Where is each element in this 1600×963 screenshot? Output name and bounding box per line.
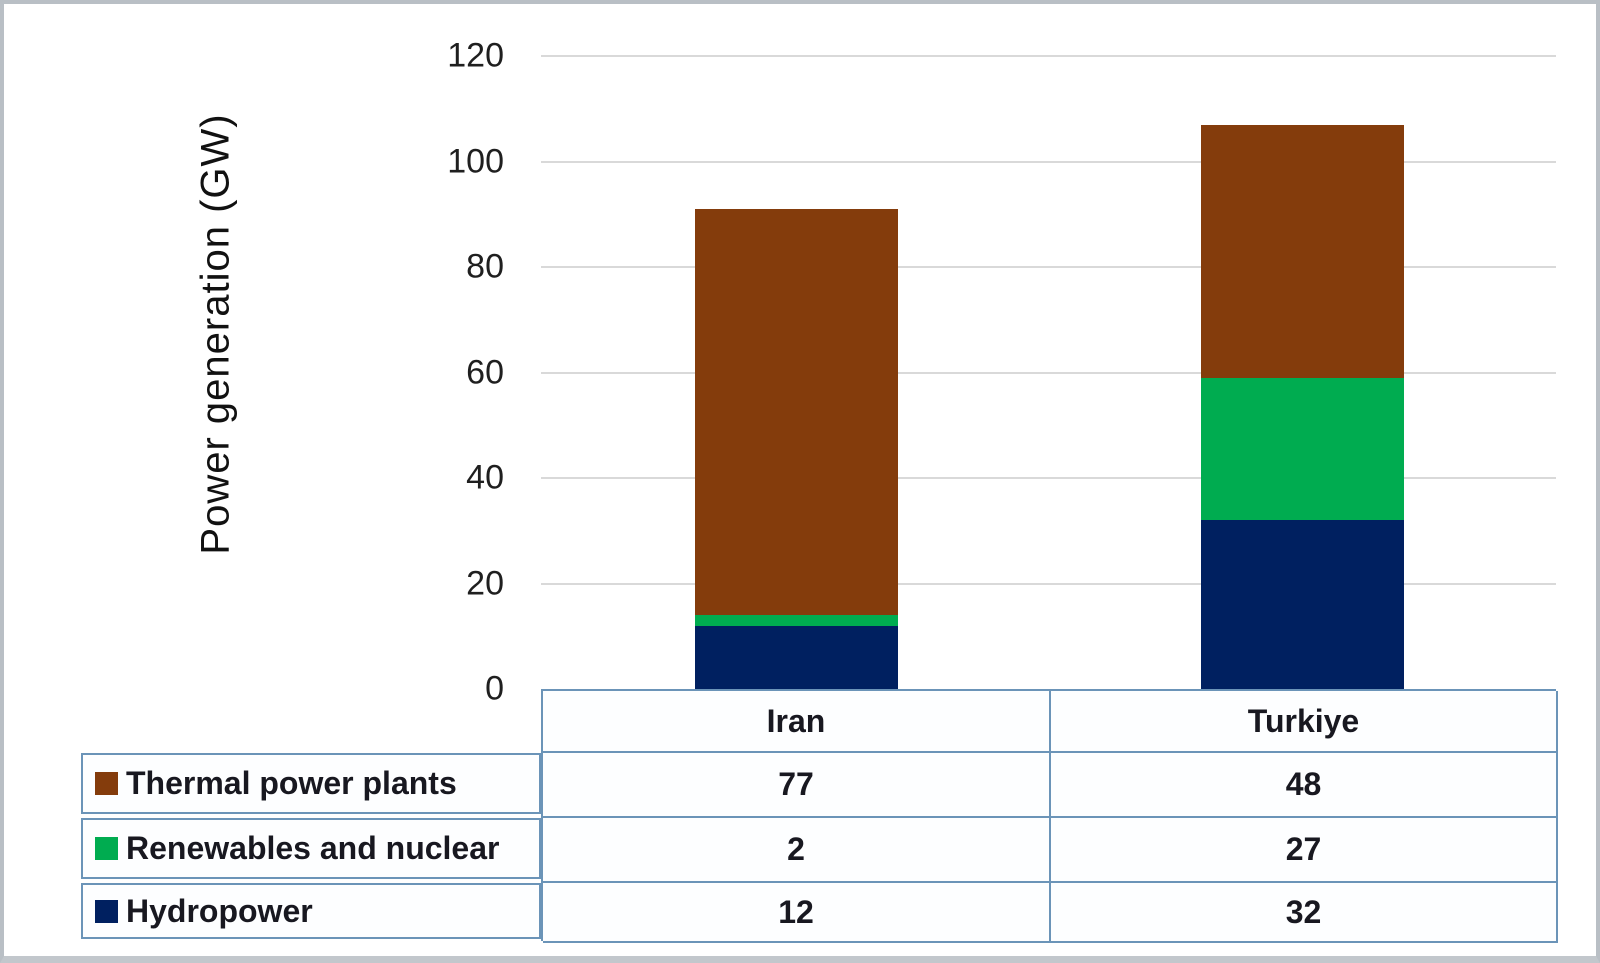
table-value-turkiye-thermal-power-plants: 48 <box>1051 753 1558 818</box>
y-tick-label-60: 60 <box>466 353 504 391</box>
bar-segment-turkiye-renewables-and-nuclear <box>1201 377 1404 521</box>
table-value-turkiye-hydropower: 32 <box>1051 883 1558 943</box>
gridline-20 <box>541 582 1556 585</box>
y-tick-label-40: 40 <box>466 458 504 497</box>
table-value-iran-hydropower: 12 <box>543 883 1051 943</box>
legend-row-hydropower: Hydropower <box>81 883 541 939</box>
legend-row-renewables-and-nuclear: Renewables and nuclear <box>81 818 541 879</box>
legend-swatch-icon <box>95 837 118 860</box>
y-tick-label-120: 120 <box>447 36 504 75</box>
table-value-turkiye-renewables-and-nuclear: 27 <box>1051 818 1558 883</box>
gridline-80 <box>541 266 1556 268</box>
legend-label: Renewables and nuclear <box>126 830 500 866</box>
table-header-iran: Iran <box>543 691 1051 753</box>
bar-segment-iran-hydropower <box>695 625 898 689</box>
gridline-100 <box>541 160 1556 163</box>
gridline-120 <box>541 55 1556 57</box>
y-tick-label-100: 100 <box>447 142 504 180</box>
table-value-iran-thermal-power-plants: 77 <box>543 753 1051 818</box>
y-tick-label-80: 80 <box>466 247 504 286</box>
plot-area <box>541 55 1556 689</box>
table-value-iran-renewables-and-nuclear: 2 <box>543 818 1051 883</box>
bar-stack-iran <box>695 56 898 689</box>
legend-label: Thermal power plants <box>126 765 457 801</box>
legend-swatch-icon <box>95 899 118 923</box>
legend-row-thermal-power-plants: Thermal power plants <box>81 753 541 814</box>
table-header-turkiye: Turkiye <box>1051 691 1558 753</box>
y-tick-label-20: 20 <box>466 564 504 602</box>
bar-segment-turkiye-thermal-power-plants <box>1201 124 1404 378</box>
y-tick-label-0: 0 <box>485 669 504 708</box>
y-axis-tick-labels: 0 20 40 60 80 100 120 <box>4 37 504 708</box>
bar-segment-iran-renewables-and-nuclear <box>695 615 898 626</box>
bar-stack-turkiye <box>1201 56 1404 689</box>
legend-swatch-icon <box>95 772 118 795</box>
gridline-60 <box>541 371 1556 374</box>
bar-segment-iran-thermal-power-plants <box>695 208 898 616</box>
legend-label: Hydropower <box>126 892 313 929</box>
data-table: Iran Turkiye 77 48 2 27 12 32 <box>541 689 1558 943</box>
gridline-40 <box>541 477 1556 479</box>
bar-segment-turkiye-hydropower <box>1201 520 1404 689</box>
